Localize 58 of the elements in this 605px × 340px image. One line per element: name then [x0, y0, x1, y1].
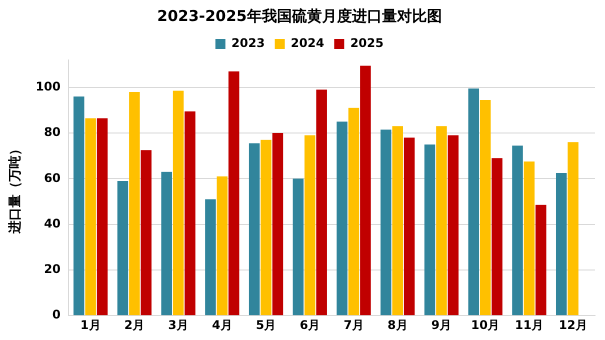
bar [360, 66, 371, 316]
bar [448, 135, 459, 316]
bar [129, 92, 140, 316]
bar [304, 135, 316, 316]
bar [424, 144, 436, 316]
bar [96, 118, 108, 316]
bar [292, 178, 304, 316]
y-tick-label: 80 [44, 125, 61, 140]
bar [468, 88, 480, 316]
bar [480, 100, 491, 316]
bar [436, 126, 447, 316]
y-tick-label: 60 [44, 170, 61, 185]
x-tick-label: 7月 [344, 318, 364, 332]
x-tick-label: 10月 [470, 318, 500, 332]
bar [392, 126, 403, 316]
chart-title: 2023-2025年我国硫黄月度进口量对比图 [157, 6, 442, 25]
bar [404, 138, 415, 316]
y-axis-title: 进口量（万吨） [8, 142, 24, 234]
x-tick-label: 5月 [256, 318, 276, 332]
bar [316, 90, 327, 316]
bar [556, 172, 567, 316]
bar [74, 96, 84, 316]
x-tick-label: 6月 [300, 318, 320, 332]
y-tick-label: 100 [36, 80, 61, 94]
bar [512, 146, 523, 316]
bar [85, 118, 96, 316]
bar [492, 158, 502, 316]
legend-label: 2023 [231, 36, 265, 50]
bar [117, 180, 128, 316]
x-tick-label: 12月 [558, 318, 588, 332]
bar [336, 122, 348, 316]
bar [348, 108, 360, 316]
bar [184, 111, 196, 316]
bar [228, 71, 240, 316]
x-tick-label: 9月 [431, 318, 452, 332]
x-tick-label: 1月 [80, 318, 101, 332]
legend-label: 2024 [290, 36, 324, 50]
bar [568, 142, 578, 316]
bar [205, 199, 216, 316]
bar [524, 162, 535, 316]
x-tick-label: 8月 [387, 318, 408, 332]
bar [248, 143, 260, 316]
bar [172, 90, 184, 316]
x-tick-label: 11月 [514, 318, 544, 332]
bar [140, 150, 152, 316]
bar [260, 140, 272, 316]
y-tick-label: 20 [44, 262, 61, 276]
bar [380, 130, 392, 316]
legend-label: 2025 [350, 36, 384, 50]
bar [272, 133, 284, 316]
x-tick-label: 3月 [168, 318, 188, 332]
x-tick-label: 4月 [212, 318, 232, 332]
x-tick-label: 2月 [124, 318, 145, 332]
y-tick-label: 0 [52, 308, 61, 322]
bar [216, 176, 228, 316]
y-tick-label: 40 [44, 216, 61, 230]
bar [161, 172, 172, 316]
bar [536, 204, 546, 316]
